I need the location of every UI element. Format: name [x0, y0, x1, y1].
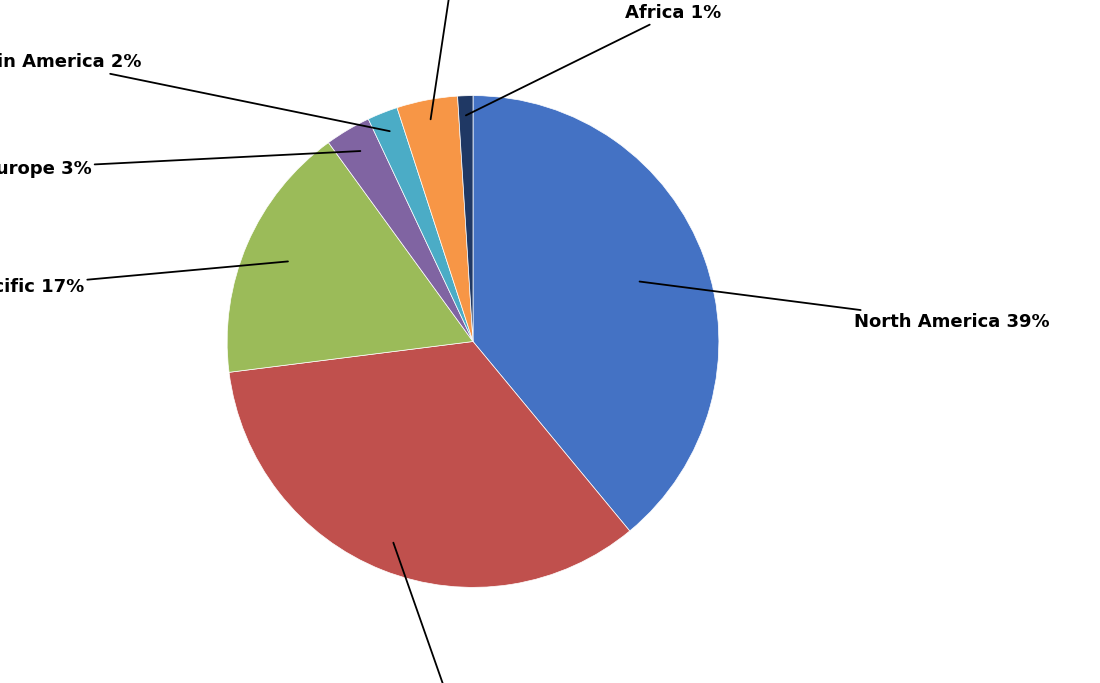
Wedge shape	[227, 143, 473, 372]
Wedge shape	[368, 108, 473, 342]
Wedge shape	[458, 96, 473, 342]
Wedge shape	[473, 96, 719, 531]
Text: Middle East  4%: Middle East 4%	[373, 0, 534, 120]
Wedge shape	[397, 96, 473, 342]
Text: Asia Pacific 17%: Asia Pacific 17%	[0, 262, 288, 296]
Wedge shape	[329, 119, 473, 342]
Text: Western Europe
34%: Western Europe 34%	[379, 543, 542, 683]
Text: Eastern Europe 3%: Eastern Europe 3%	[0, 151, 361, 178]
Text: Africa 1%: Africa 1%	[466, 4, 722, 115]
Text: North America 39%: North America 39%	[639, 281, 1049, 331]
Text: Latin America 2%: Latin America 2%	[0, 53, 389, 131]
Wedge shape	[229, 342, 629, 587]
